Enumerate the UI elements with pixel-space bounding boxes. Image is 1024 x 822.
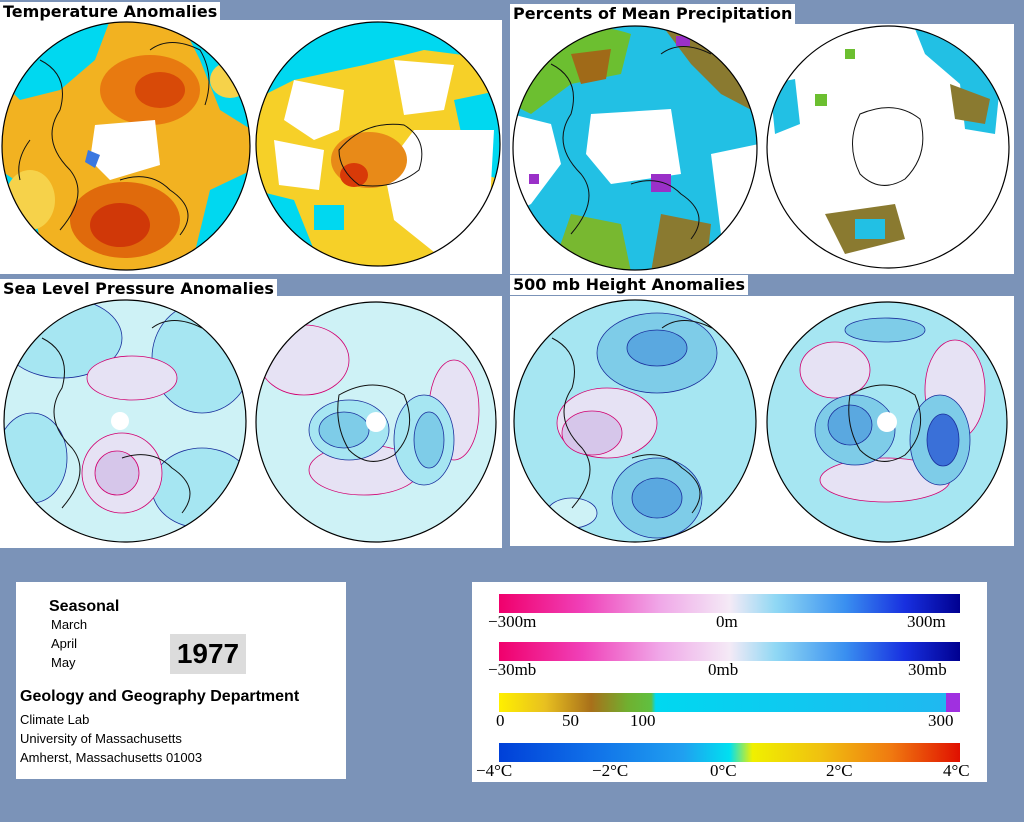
address-line-2: University of Massachusetts [20,731,182,746]
slp-southern-map [255,301,497,543]
info-box: Seasonal March April May 1977 Geology an… [16,582,346,779]
precipitation-southern-map [766,25,1010,269]
pressure-label-min: −30mb [488,660,537,679]
year-badge: 1977 [170,634,246,674]
temperature-southern-map [255,21,501,267]
address-line-1: Climate Lab [20,712,90,727]
month-may: May [51,655,76,670]
precip-label-0: 0 [496,711,505,730]
precip-label-100: 100 [630,711,656,730]
height500-southern-map [766,301,1008,543]
height500-northern-map [513,299,757,543]
precipitation-title: Percents of Mean Precipitation [510,4,796,24]
height-colorbar [499,594,960,613]
precipitation-northern-map [512,25,758,271]
temp-label-0: 0°C [710,761,737,780]
height-label-max: 300m [907,612,946,631]
precip-label-50: 50 [562,711,579,730]
slp-title: Sea Level Pressure Anomalies [0,279,277,299]
pressure-colorbar [499,642,960,661]
department-name: Geology and Geography Department [20,688,300,705]
pressure-label-mid: 0mb [708,660,739,679]
precip-colorbar [499,693,960,712]
slp-northern-map [3,299,247,543]
precip-label-300: 300 [928,711,954,730]
temp-label-4: 4°C [943,761,970,780]
legend-box: −300m 0m 300m −30mb 0mb 30mb 0 50 100 30… [472,582,987,782]
month-march: March [51,617,88,632]
season-label: Seasonal [49,598,120,615]
height500-title: 500 mb Height Anomalies [510,275,749,295]
temp-colorbar [499,743,960,762]
temp-label-minus4: −4°C [476,761,513,780]
pressure-label-max: 30mb [908,660,947,679]
temperature-title: Temperature Anomalies [0,2,221,22]
height-label-min: −300m [488,612,537,631]
month-april: April [51,636,78,651]
temp-label-minus2: −2°C [592,761,629,780]
address-line-3: Amherst, Massachusetts 01003 [20,750,203,765]
height-label-mid: 0m [716,612,738,631]
temperature-northern-map [1,21,251,271]
temp-label-2: 2°C [826,761,853,780]
